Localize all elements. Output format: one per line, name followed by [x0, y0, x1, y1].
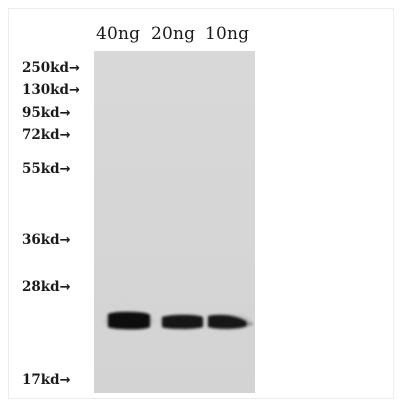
marker-label: 72kd	[22, 127, 60, 143]
marker-130kd: 130kd →	[22, 81, 94, 99]
band-10ng	[208, 314, 253, 329]
blot-bands	[105, 311, 253, 330]
marker-arrow-icon: →	[59, 372, 71, 388]
band-40ng	[108, 311, 150, 330]
marker-72kd: 72kd →	[22, 126, 94, 144]
lane-label-10ng: 10ng	[205, 24, 250, 44]
marker-label: 130kd	[22, 82, 69, 98]
marker-arrow-icon: →	[59, 279, 71, 295]
marker-36kd: 36kd →	[22, 231, 94, 249]
blot-membrane	[94, 51, 255, 393]
marker-arrow-icon: →	[59, 161, 71, 177]
marker-label: 55kd	[22, 161, 60, 177]
band-20ng	[162, 314, 203, 329]
marker-label: 250kd	[22, 60, 69, 76]
image-frame	[8, 8, 394, 399]
marker-label: 28kd	[22, 279, 60, 295]
marker-label: 36kd	[22, 232, 60, 248]
marker-label: 95kd	[22, 105, 60, 121]
marker-arrow-icon: →	[59, 105, 71, 121]
marker-arrow-icon: →	[59, 232, 71, 248]
lane-label-40ng: 40ng	[96, 24, 141, 44]
lane-label-20ng: 20ng	[151, 24, 196, 44]
marker-95kd: 95kd →	[22, 104, 94, 122]
marker-55kd: 55kd →	[22, 160, 94, 178]
marker-label: 17kd	[22, 372, 60, 388]
marker-arrow-icon: →	[68, 82, 80, 98]
marker-17kd: 17kd →	[22, 371, 94, 389]
marker-arrow-icon: →	[59, 127, 71, 143]
marker-250kd: 250kd →	[22, 59, 94, 77]
marker-arrow-icon: →	[68, 60, 80, 76]
marker-28kd: 28kd →	[22, 278, 94, 296]
